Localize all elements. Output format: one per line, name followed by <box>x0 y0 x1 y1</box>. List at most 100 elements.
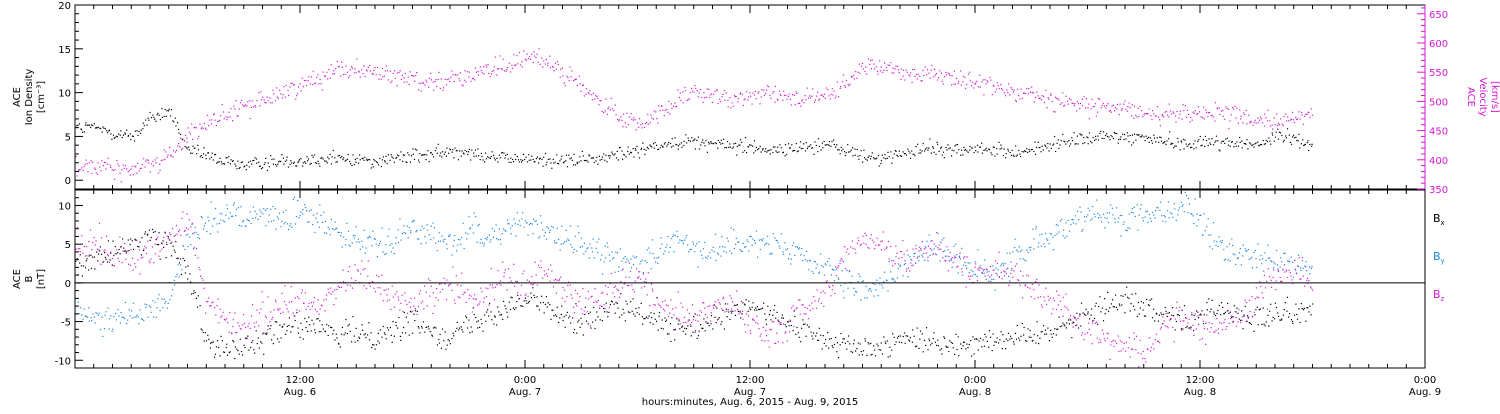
by-point <box>1260 254 1262 257</box>
velocity-point <box>239 102 242 104</box>
bx-point <box>778 321 780 323</box>
velocity-point <box>542 66 544 68</box>
bz-point <box>506 289 508 291</box>
by-point <box>259 215 261 217</box>
velocity-point <box>675 105 678 107</box>
by-point <box>853 294 855 296</box>
ion-density-point <box>668 141 670 144</box>
velocity-point <box>1283 116 1285 118</box>
velocity-point <box>322 71 324 73</box>
by-point <box>505 230 507 232</box>
bz-point <box>355 279 357 281</box>
by-point <box>468 216 470 218</box>
velocity-point <box>291 82 293 84</box>
bz-point <box>488 304 490 306</box>
ion-density-point <box>1074 143 1076 145</box>
bx-point <box>713 304 715 306</box>
bx-point <box>1030 336 1032 338</box>
bx-point <box>965 348 967 350</box>
by-point <box>1128 213 1130 215</box>
bz-point <box>468 298 470 300</box>
bx-point <box>97 260 99 262</box>
velocity-point <box>933 76 935 78</box>
by-point <box>197 233 199 236</box>
ion-density-point <box>697 136 699 138</box>
velocity-point <box>502 58 504 60</box>
by-point <box>172 289 174 291</box>
velocity-point <box>452 74 454 76</box>
velocity-point <box>865 66 867 68</box>
bx-point <box>1270 303 1272 305</box>
bx-point <box>331 327 333 329</box>
bz-point <box>196 247 198 250</box>
bx-point <box>147 233 149 235</box>
velocity-point <box>116 159 118 162</box>
ion-density-point <box>686 142 688 144</box>
ion-density-point <box>307 160 309 162</box>
bz-point <box>447 285 450 287</box>
by-point <box>1102 213 1105 215</box>
ion-density-point <box>126 129 128 131</box>
by-point <box>1083 216 1085 218</box>
ion-density-point <box>488 157 490 159</box>
velocity-point <box>609 109 611 111</box>
ion-density-point <box>145 119 147 121</box>
by-point <box>336 227 338 229</box>
by-point <box>717 253 720 256</box>
ion-density-point <box>440 152 442 154</box>
bx-point <box>1299 321 1301 324</box>
bz-point <box>406 303 408 305</box>
ion-density-point <box>1250 143 1252 145</box>
bx-point <box>1293 314 1296 316</box>
velocity-point <box>523 50 525 52</box>
ion-density-point <box>1000 144 1002 146</box>
ion-density-point <box>539 157 541 159</box>
velocity-point <box>1041 95 1043 97</box>
velocity-point <box>562 75 564 77</box>
velocity-point <box>751 103 753 105</box>
bx-point <box>998 342 1000 344</box>
by-point <box>535 220 537 222</box>
bz-point <box>621 287 624 289</box>
bz-point <box>569 284 571 286</box>
ion-density-point <box>979 146 982 148</box>
ion-density-point <box>998 141 1000 143</box>
bx-point <box>93 256 95 258</box>
velocity-point <box>477 74 480 76</box>
bx-point <box>1160 312 1162 314</box>
ion-density-point <box>1255 142 1257 144</box>
by-point <box>551 225 553 228</box>
by-point <box>410 230 412 232</box>
by-point <box>1023 259 1025 261</box>
bx-point <box>584 306 586 308</box>
by-point <box>1057 224 1059 227</box>
velocity-point <box>355 71 357 74</box>
ion-density-point <box>205 154 207 156</box>
by-point <box>187 233 189 235</box>
bz-point <box>636 268 638 270</box>
by-point <box>612 258 614 260</box>
ion-density-point <box>953 150 955 152</box>
bx-point <box>772 314 774 316</box>
bz-point <box>333 304 335 306</box>
velocity-point <box>324 75 326 77</box>
bx-point <box>261 342 263 344</box>
bz-point <box>314 308 316 311</box>
velocity-point <box>789 98 792 100</box>
ion-density-point <box>159 119 161 121</box>
by-point <box>1238 252 1240 254</box>
velocity-point <box>94 168 96 170</box>
bx-point <box>1206 302 1208 304</box>
velocity-point <box>174 151 176 153</box>
velocity-point <box>924 66 926 68</box>
by-point <box>424 236 426 238</box>
by-point <box>1250 258 1252 260</box>
by-point <box>1187 197 1189 199</box>
ion-density-point <box>1030 149 1032 151</box>
ion-density-point <box>345 159 347 161</box>
bz-point <box>467 289 469 291</box>
velocity-point <box>514 64 516 66</box>
velocity-point <box>886 70 888 72</box>
velocity-point <box>314 83 316 85</box>
by-point <box>93 316 95 318</box>
